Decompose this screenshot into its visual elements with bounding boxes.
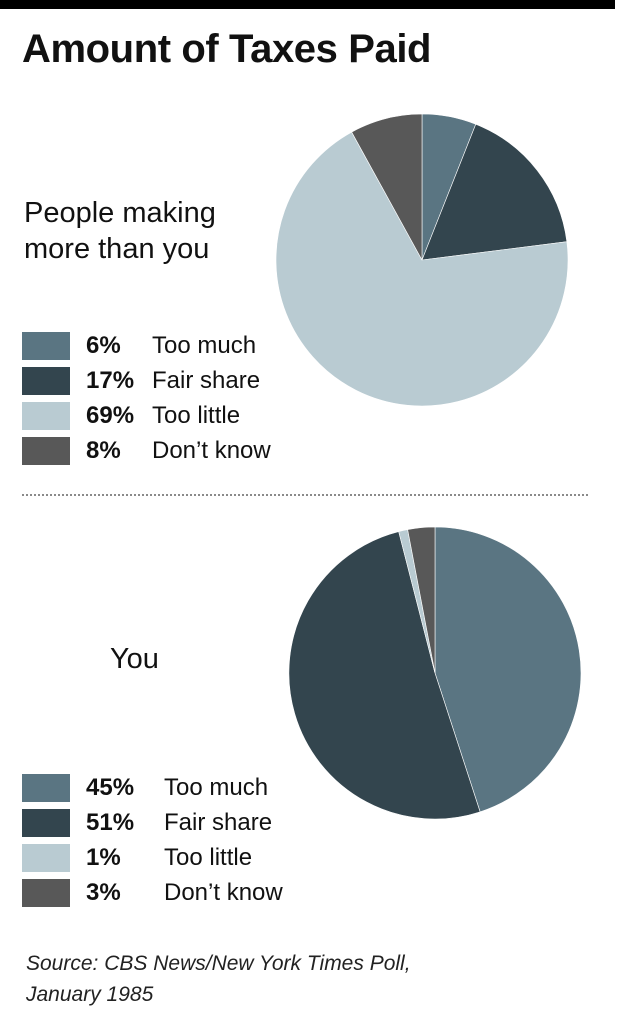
pie-1-slice-fair-share	[421, 123, 568, 261]
legend-value: 69%	[86, 401, 135, 429]
legend-label: Too much	[164, 773, 269, 801]
legend-label: Don’t know	[164, 878, 283, 906]
legend-value: 1%	[86, 843, 121, 871]
pie-1-slice-don-t-know	[351, 113, 423, 261]
pie-chart-people-more: People making more than you 6% Too much 17…	[0, 0, 620, 480]
source-line-1: Source: CBS News/New York Times Poll,	[26, 952, 411, 975]
chart-1-label: People making more than you	[24, 195, 216, 267]
chart-2-label: You	[110, 643, 159, 675]
legend-2-item-too-much: 45% Too much	[22, 770, 283, 805]
legend-label: Too little	[152, 401, 241, 429]
legend-swatch	[22, 331, 70, 360]
chart-1-label-line-2: more than you	[24, 233, 210, 265]
legend-swatch	[22, 878, 70, 907]
legend-label: Fair share	[152, 366, 261, 394]
legend-label: Fair share	[164, 808, 273, 836]
pie-chart-you: You 45% Too much 51% Fair share 1% Too little…	[22, 526, 582, 910]
legend-value: 8%	[86, 436, 121, 464]
legend-swatch	[22, 773, 70, 802]
legend-1-item-fair-share: 17% Fair share	[22, 363, 271, 398]
legend-swatch	[22, 401, 70, 430]
legend-value: 6%	[86, 331, 121, 359]
pie-1	[275, 113, 569, 407]
chart-title: Amount of Taxes Paid	[22, 27, 432, 71]
legend-label: Don’t know	[152, 436, 271, 464]
pie-2-slice-fair-share	[288, 531, 481, 820]
legend-swatch	[22, 808, 70, 837]
legend-1-item-too-much: 6% Too much	[22, 328, 271, 363]
legend-value: 17%	[86, 366, 135, 394]
legend-swatch	[22, 436, 70, 465]
legend-1-item-don-t-know: 8% Don’t know	[22, 433, 271, 468]
top-rule	[0, 0, 615, 9]
source-line-2: January 1985	[26, 983, 154, 1006]
legend-2-item-fair-share: 51% Fair share	[22, 805, 283, 840]
legend-swatch	[22, 366, 70, 395]
legend-swatch	[22, 843, 70, 872]
legend-2: 45% Too much 51% Fair share 1% Too little 3% Do…	[22, 770, 283, 910]
pie-2	[288, 526, 582, 820]
pie-1-slice-too-little	[275, 131, 569, 407]
legend-label: Too little	[164, 843, 253, 871]
legend-label: Too much	[152, 331, 257, 359]
chart-1-label-line-1: People making	[24, 197, 216, 229]
legend-2-item-too-little: 1% Too little	[22, 840, 283, 875]
pie-2-slice-too-much	[434, 526, 582, 813]
legend-value: 45%	[86, 773, 135, 801]
source-note: Source: CBS News/New York Times Poll, Ja…	[26, 948, 586, 1010]
legend-2-item-don-t-know: 3% Don’t know	[22, 875, 283, 910]
legend-value: 51%	[86, 808, 135, 836]
pie-2-slice-don-t-know	[407, 526, 436, 674]
legend-value: 3%	[86, 878, 121, 906]
legend-1-item-too-little: 69% Too little	[22, 398, 271, 433]
legend-1: 6% Too much 17% Fair share 69% Too little 8% Do…	[22, 328, 271, 468]
divider	[22, 494, 588, 496]
